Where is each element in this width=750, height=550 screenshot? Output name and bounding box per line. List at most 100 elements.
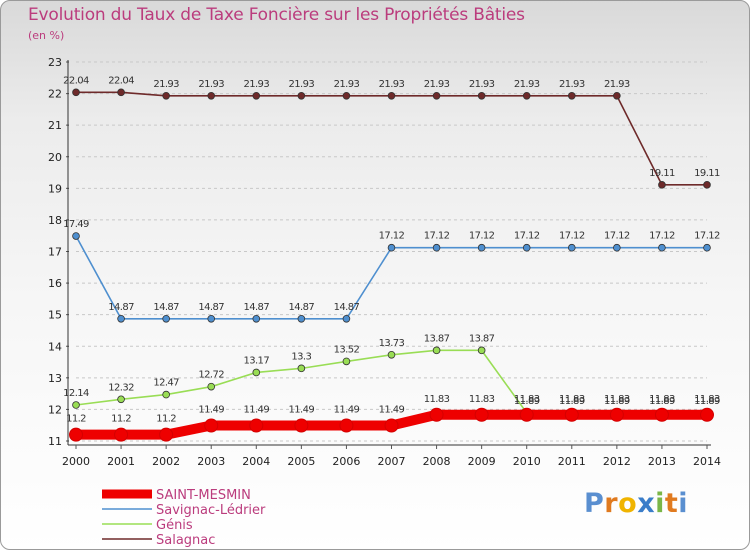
y-tick-label: 18 xyxy=(48,214,62,227)
data-label: 21.93 xyxy=(289,79,315,90)
logo-letter: i xyxy=(678,488,689,519)
data-label: 19.11 xyxy=(649,168,675,179)
data-label: 21.93 xyxy=(469,79,495,90)
data-label: 11.83 xyxy=(514,394,540,405)
data-point xyxy=(207,91,216,100)
y-tick-label: 21 xyxy=(48,119,62,132)
data-point xyxy=(700,407,714,422)
chart-title: Evolution du Taux de Taxe Foncière sur l… xyxy=(28,5,525,25)
data-label: 13.3 xyxy=(291,351,311,362)
data-point xyxy=(69,427,83,442)
y-tick-label: 11 xyxy=(48,435,62,448)
data-point xyxy=(474,407,489,422)
data-label: 21.93 xyxy=(334,79,360,90)
data-point xyxy=(114,427,129,442)
data-label: 11.49 xyxy=(198,405,224,416)
data-point xyxy=(72,88,80,97)
y-tick-label: 20 xyxy=(48,151,62,164)
logo-letter: x xyxy=(637,488,656,519)
data-label: 11.89 xyxy=(559,396,585,407)
data-point xyxy=(159,427,174,442)
x-tick-label: 2012 xyxy=(603,455,631,468)
data-label: 13.52 xyxy=(334,344,360,355)
data-point xyxy=(654,407,669,422)
data-point xyxy=(249,418,264,433)
data-label: 21.93 xyxy=(424,79,450,90)
data-point xyxy=(297,314,306,323)
data-point xyxy=(162,314,170,323)
data-point xyxy=(519,407,534,422)
data-point xyxy=(387,243,396,252)
y-tick-label: 23 xyxy=(48,56,62,69)
data-point xyxy=(342,314,351,323)
data-point xyxy=(658,243,666,252)
data-label: 11.49 xyxy=(334,405,360,416)
y-tick-label: 12 xyxy=(48,403,62,416)
data-point xyxy=(207,382,216,391)
x-tick-label: 2008 xyxy=(423,455,451,468)
data-point xyxy=(294,418,309,433)
data-point xyxy=(117,395,125,404)
data-label: 21.93 xyxy=(514,79,540,90)
data-label: 14.87 xyxy=(108,302,134,313)
data-point xyxy=(567,91,576,100)
data-label: 17.12 xyxy=(649,231,675,242)
data-point xyxy=(384,418,399,433)
data-label: 21.93 xyxy=(153,79,179,90)
data-point xyxy=(387,91,396,100)
x-tick-label: 2005 xyxy=(287,455,315,468)
data-point xyxy=(703,181,711,189)
data-label: 11.89 xyxy=(694,396,720,407)
data-label: 17.12 xyxy=(514,231,540,242)
data-point xyxy=(477,243,486,252)
y-tick-label: 16 xyxy=(48,277,62,290)
x-tick-label: 2004 xyxy=(242,455,270,468)
data-point xyxy=(297,364,306,373)
x-tick-label: 2009 xyxy=(468,455,496,468)
legend-label: Savignac-Lédrier xyxy=(156,503,266,518)
data-label: 14.87 xyxy=(289,302,315,313)
data-point xyxy=(117,88,125,97)
data-label: 11.49 xyxy=(243,405,269,416)
y-tick-label: 19 xyxy=(48,182,62,195)
data-point xyxy=(432,91,441,100)
data-point xyxy=(609,407,624,422)
chart-subtitle: (en %) xyxy=(28,29,65,42)
data-label: 17.12 xyxy=(559,231,585,242)
data-label: 14.87 xyxy=(334,302,360,313)
data-point xyxy=(72,401,80,409)
data-point xyxy=(162,91,170,100)
data-point xyxy=(432,243,441,252)
data-label: 11.83 xyxy=(424,394,450,405)
y-tick-label: 15 xyxy=(48,309,62,322)
data-point xyxy=(658,181,666,189)
logo-letter: P xyxy=(584,488,605,519)
logo-letter: t xyxy=(664,488,679,519)
logo-letter: r xyxy=(604,488,619,519)
data-label: 22.04 xyxy=(63,75,89,86)
data-label: 21.93 xyxy=(243,79,269,90)
data-point xyxy=(613,91,621,100)
data-label: 17.49 xyxy=(63,219,89,230)
data-label: 12.47 xyxy=(153,378,179,389)
x-tick-label: 2002 xyxy=(152,455,180,468)
data-label: 11.89 xyxy=(604,396,630,407)
data-point xyxy=(204,418,219,433)
x-tick-label: 2014 xyxy=(693,455,721,468)
data-point xyxy=(297,91,306,100)
data-label: 21.93 xyxy=(198,79,224,90)
data-label: 12.32 xyxy=(108,382,134,393)
data-label: 21.93 xyxy=(559,79,585,90)
data-label: 11.2 xyxy=(66,414,86,425)
data-label: 11.2 xyxy=(111,414,131,425)
data-label: 11.83 xyxy=(649,394,675,405)
data-label: 13.87 xyxy=(469,333,495,344)
data-label: 11.83 xyxy=(604,394,630,405)
data-point xyxy=(342,357,351,366)
data-label: 11.89 xyxy=(649,396,675,407)
data-label: 11.2 xyxy=(156,414,176,425)
data-point xyxy=(162,390,170,399)
data-label: 11.83 xyxy=(559,394,585,405)
data-label: 14.87 xyxy=(153,302,179,313)
